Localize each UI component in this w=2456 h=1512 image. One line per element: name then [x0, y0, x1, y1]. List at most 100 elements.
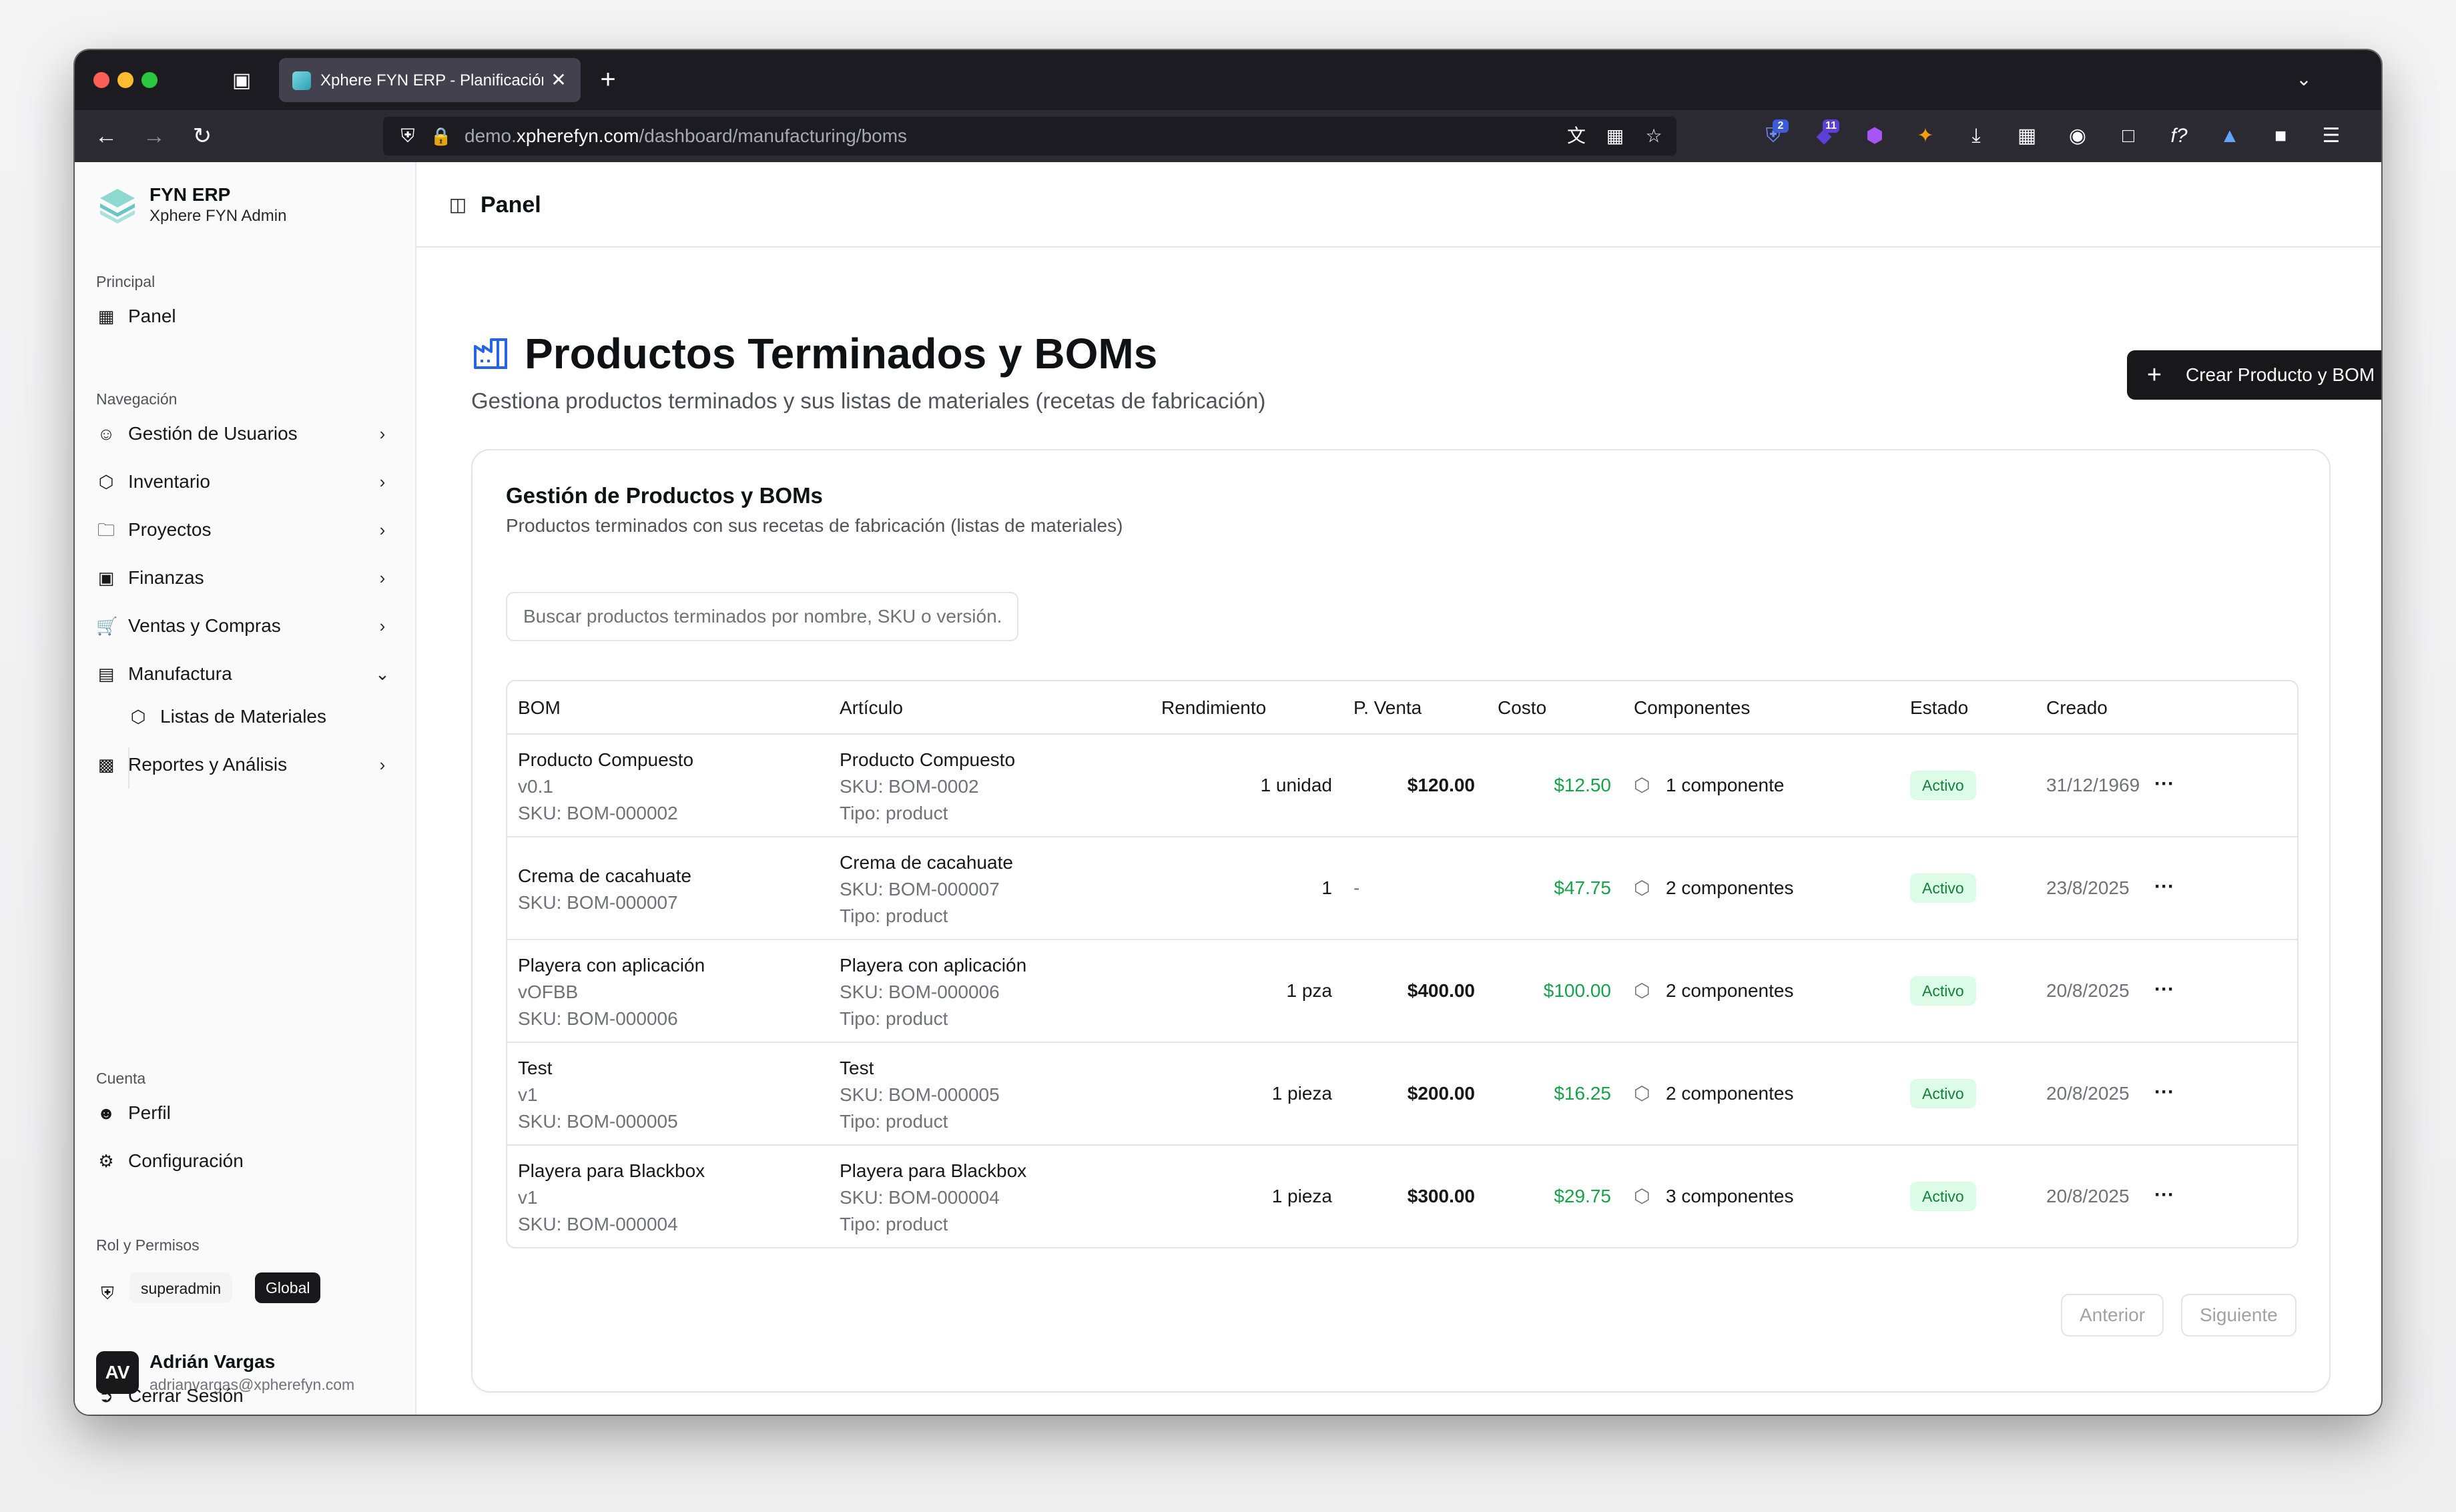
sidebar-item-reports[interactable]: ▩ Reportes y Análisis ›	[85, 744, 406, 785]
status-badge: Activo	[1910, 1079, 1976, 1108]
bom-name: Playera con aplicación	[518, 955, 705, 976]
more-actions-icon[interactable]: ···	[2154, 978, 2174, 1000]
download-icon[interactable]: ⤓	[1971, 125, 1981, 147]
more-actions-icon[interactable]: ···	[2154, 773, 2174, 795]
bitwarden-extension-icon[interactable]: ⛨ 2	[1757, 119, 1790, 153]
tab-overview-icon[interactable]: ▣	[232, 69, 252, 91]
package-icon: ⬡	[1634, 980, 1650, 1001]
sidebar-item-label: Reportes y Análisis	[128, 754, 288, 775]
banknote-icon: ▣	[97, 568, 115, 588]
sidebar-item-sales[interactable]: 🛒 Ventas y Compras ›	[85, 605, 406, 647]
translate-icon[interactable]: 文	[1566, 125, 1586, 146]
lock-icon[interactable]: 🔒	[430, 126, 452, 146]
column-header-price[interactable]: P. Venta	[1353, 697, 1422, 718]
create-product-bom-button[interactable]: + Crear Producto y BOM	[2127, 350, 2381, 400]
sale-price: $300.00	[1407, 1186, 1475, 1206]
tab-bar: ▣ Xphere FYN ERP - Planificación ✕ + ⌄	[75, 50, 2381, 110]
column-header-article[interactable]: Artículo	[840, 697, 903, 718]
users-icon: ☺	[97, 424, 115, 444]
bom-name: Test	[518, 1058, 553, 1078]
bookmark-star-icon[interactable]: ☆	[1645, 125, 1662, 146]
more-actions-icon[interactable]: ···	[2154, 875, 2174, 897]
address-bar[interactable]: ⛨ 🔒 demo.xpherefyn.com/dashboard/manufac…	[383, 117, 1676, 155]
article-type: Tipo: product	[840, 803, 948, 823]
shield-icon[interactable]: ⛨	[400, 125, 415, 146]
sidebar-item-panel[interactable]: ▦ Panel	[85, 296, 406, 337]
account-icon[interactable]: ■	[2274, 125, 2287, 147]
article-sku: SKU: BOM-000007	[840, 879, 1000, 899]
sidebar-item-manufacturing[interactable]: ▤ Manufactura ⌄	[85, 653, 406, 695]
section-label-navigation: Navegación	[96, 390, 178, 408]
table-row[interactable]: Producto Compuesto v0.1 SKU: BOM-000002 …	[507, 735, 2297, 837]
url-path: /dashboard/manufacturing/boms	[639, 125, 908, 146]
more-actions-icon[interactable]: ···	[2154, 1184, 2174, 1206]
puzzle-icon[interactable]: □	[2122, 125, 2135, 147]
card-title: Gestión de Productos y BOMs	[506, 483, 823, 508]
menu-icon[interactable]: ☰	[2322, 125, 2341, 147]
table-row[interactable]: Test v1 SKU: BOM-000005 Test SKU: BOM-00…	[507, 1043, 2297, 1146]
sidebar: FYN ERP Xphere FYN Admin Principal ▦ Pan…	[75, 162, 416, 1415]
forward-arrow-icon[interactable]: →	[143, 123, 166, 149]
role-badge: superadmin	[129, 1272, 233, 1303]
column-header-status[interactable]: Estado	[1910, 697, 1969, 718]
chevron-right-icon: ›	[379, 616, 386, 636]
chevron-down-icon: ⌄	[375, 664, 390, 684]
status-badge: Activo	[1910, 873, 1976, 903]
extension-hex-icon[interactable]: ⬢	[1865, 125, 1884, 147]
table-row[interactable]: Playera con aplicación vOFBB SKU: BOM-00…	[507, 940, 2297, 1043]
bom-name: Producto Compuesto	[518, 749, 694, 770]
sidebar-item-projects[interactable]: 🗀 Proyectos ›	[85, 509, 406, 550]
logout-button[interactable]: ➲ Cerrar Sesión	[85, 1375, 406, 1414]
previous-page-button[interactable]: Anterior	[2061, 1294, 2164, 1337]
sidebar-item-profile[interactable]: ☻ Perfil	[85, 1092, 406, 1134]
url-text[interactable]: demo.xpherefyn.com/dashboard/manufacturi…	[465, 125, 907, 147]
more-actions-icon[interactable]: ···	[2154, 1081, 2174, 1103]
factory-icon: ▤	[97, 664, 115, 684]
sidebar-toggle-icon[interactable]: ◫	[448, 194, 467, 215]
reload-icon[interactable]: ↻	[192, 123, 212, 149]
avatar[interactable]: AV	[96, 1351, 139, 1394]
article-sku: SKU: BOM-000004	[840, 1187, 1000, 1208]
next-page-button[interactable]: Siguiente	[2181, 1294, 2296, 1337]
app-root: FYN ERP Xphere FYN Admin Principal ▦ Pan…	[75, 162, 2381, 1415]
table-row[interactable]: Playera para Blackbox v1 SKU: BOM-000004…	[507, 1146, 2297, 1247]
table-row[interactable]: Crema de cacahuate SKU: BOM-000007 Crema…	[507, 837, 2297, 940]
search-input[interactable]	[506, 592, 1018, 641]
package-icon: ⬡	[1634, 1083, 1650, 1104]
sidebar-item-users[interactable]: ☺ Gestión de Usuarios ›	[85, 413, 406, 454]
components-count: 2 componentes	[1666, 877, 1794, 898]
maximize-window-button[interactable]	[141, 72, 158, 88]
extension-arc-icon[interactable]: ▲	[2220, 125, 2240, 147]
column-header-created[interactable]: Creado	[2046, 697, 2108, 718]
sidebar-item-finance[interactable]: ▣ Finanzas ›	[85, 557, 406, 599]
close-tab-icon[interactable]: ✕	[551, 69, 567, 90]
brand-subtitle: Xphere FYN Admin	[149, 207, 287, 225]
sidebar-item-label: Configuración	[128, 1150, 244, 1171]
chevron-right-icon: ›	[379, 424, 386, 444]
column-header-yield[interactable]: Rendimiento	[1161, 697, 1267, 718]
status-badge: Activo	[1910, 771, 1976, 800]
close-window-button[interactable]	[93, 72, 109, 88]
extension-cube-icon[interactable]: ◆ 11	[1807, 119, 1841, 153]
chevron-down-icon[interactable]: ⌄	[2296, 69, 2312, 89]
column-header-cost[interactable]: Costo	[1498, 697, 1547, 718]
plus-icon: +	[2146, 361, 2162, 389]
function-icon[interactable]: f?	[2170, 125, 2188, 147]
minimize-window-button[interactable]	[117, 72, 133, 88]
new-tab-button[interactable]: +	[600, 65, 616, 94]
dashboard-grid-icon: ▦	[97, 306, 115, 326]
extension-flame-icon[interactable]: ✦	[1917, 125, 1934, 147]
sidebar-item-settings[interactable]: ⚙ Configuración	[85, 1140, 406, 1182]
extension-globe-icon[interactable]: ◉	[2068, 125, 2087, 147]
apps-grid-icon[interactable]: ▦	[2017, 125, 2037, 147]
column-header-components[interactable]: Componentes	[1634, 697, 1751, 718]
sidebar-item-bom-lists[interactable]: ⬡ Listas de Materiales	[117, 696, 406, 737]
chevron-right-icon: ›	[379, 520, 386, 540]
sidebar-item-inventory[interactable]: ⬡ Inventario ›	[85, 461, 406, 502]
column-header-bom[interactable]: BOM	[518, 697, 561, 718]
yield-value: 1 unidad	[1260, 775, 1332, 795]
article-type: Tipo: product	[840, 1008, 948, 1029]
back-arrow-icon[interactable]: ←	[95, 123, 117, 149]
browser-tab-active[interactable]: Xphere FYN ERP - Planificación ✕	[279, 58, 581, 102]
qr-code-icon[interactable]: ▦	[1606, 125, 1624, 146]
